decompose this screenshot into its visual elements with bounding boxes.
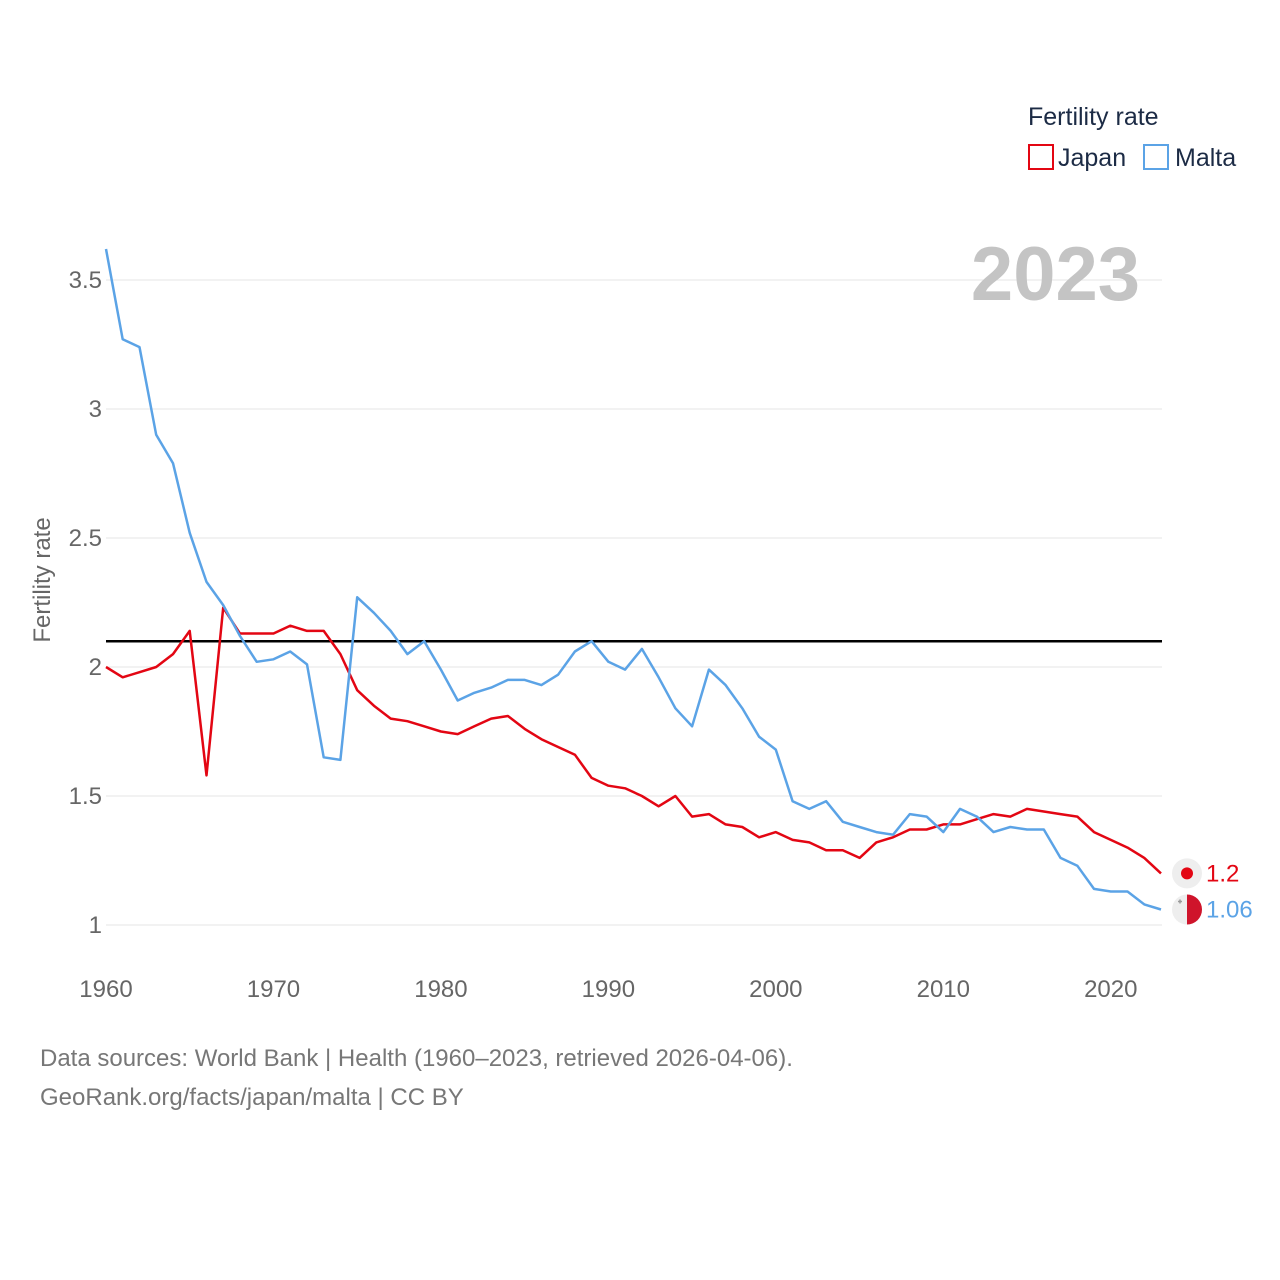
y-tick-label: 1.5 — [69, 783, 102, 810]
series-line-malta[interactable] — [104, 248, 1162, 911]
x-tick-label: 2000 — [749, 976, 802, 1003]
legend-swatch-japan — [1028, 144, 1054, 170]
end-value-malta: 1.06 — [1206, 897, 1253, 924]
year-label: 2023 — [971, 232, 1140, 317]
footer-credit: GeoRank.org/facts/japan/malta | CC BY — [40, 1084, 464, 1111]
series-lines — [104, 248, 1162, 911]
y-tick-label: 3 — [89, 396, 102, 423]
x-tick-label: 2020 — [1084, 976, 1137, 1003]
footer-sources: Data sources: World Bank | Health (1960–… — [40, 1045, 793, 1072]
x-tick-label: 1970 — [247, 976, 300, 1003]
end-value-japan: 1.2 — [1206, 860, 1239, 887]
series-end-markers: 1.2 1.06 — [1172, 858, 1253, 925]
y-tick-label: 1 — [89, 912, 102, 939]
y-tick-label: 2.5 — [69, 525, 102, 552]
x-tick-label: 2010 — [917, 976, 970, 1003]
y-axis-title: Fertility rate — [29, 517, 56, 642]
legend-item-malta[interactable]: Malta — [1143, 144, 1236, 172]
y-tick-label: 2 — [89, 654, 102, 681]
series-line-japan[interactable] — [105, 606, 1162, 875]
malta-cross-icon — [1178, 899, 1182, 904]
legend-swatch-malta — [1143, 144, 1169, 170]
legend-label-malta: Malta — [1175, 144, 1236, 172]
grid-lines — [106, 279, 1162, 926]
end-marker-japan: 1.2 — [1172, 858, 1239, 889]
legend-label-japan: Japan — [1058, 144, 1126, 172]
x-tick-labels: 1960 1970 1980 1990 2000 2010 2020 — [79, 976, 1137, 1003]
x-tick-label: 1960 — [79, 976, 132, 1003]
end-marker-malta: 1.06 — [1172, 894, 1253, 925]
legend: Fertility rate Japan Malta — [1028, 103, 1236, 172]
y-tick-labels: 1 1.5 2 2.5 3 3.5 — [69, 267, 102, 939]
x-tick-label: 1980 — [414, 976, 467, 1003]
legend-item-japan[interactable]: Japan — [1028, 144, 1126, 172]
y-tick-label: 3.5 — [69, 267, 102, 294]
japan-flag-dot — [1181, 867, 1193, 880]
legend-title: Fertility rate — [1028, 103, 1159, 131]
malta-flag-red-half — [1187, 894, 1203, 925]
x-tick-label: 1990 — [582, 976, 635, 1003]
